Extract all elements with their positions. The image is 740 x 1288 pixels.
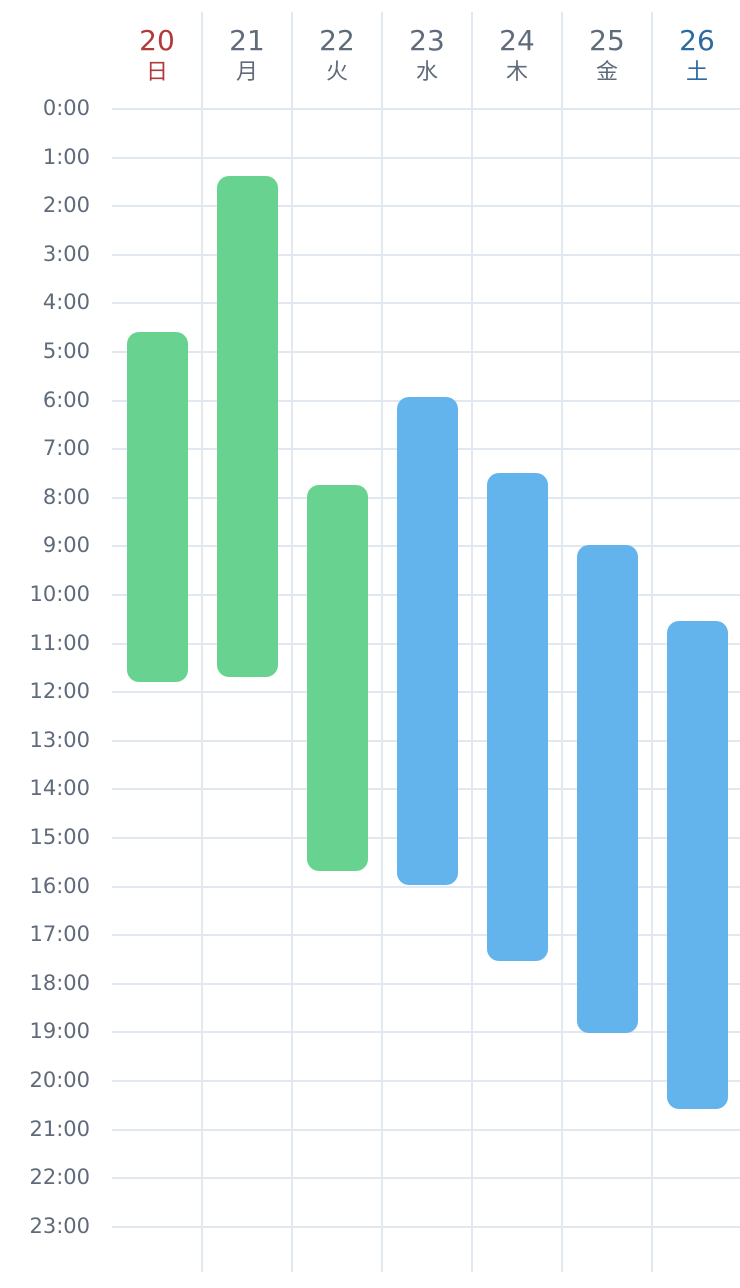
column-divider (651, 12, 653, 1272)
hour-label: 20:00 (29, 1068, 90, 1092)
event-block[interactable] (487, 473, 548, 961)
day-name: 水 (415, 60, 438, 85)
hour-label: 23:00 (29, 1214, 90, 1238)
day-header[interactable]: 20 日 (112, 24, 202, 88)
day-number: 24 (499, 24, 535, 57)
day-name: 月 (235, 60, 258, 85)
hour-gridline (112, 934, 740, 936)
day-header[interactable]: 24 木 (472, 24, 562, 88)
hour-label: 0:00 (42, 96, 90, 120)
hour-label: 10:00 (29, 582, 90, 606)
day-name: 金 (595, 60, 618, 85)
event-block[interactable] (217, 176, 278, 677)
hour-label: 15:00 (29, 825, 90, 849)
hour-label: 21:00 (29, 1117, 90, 1141)
event-block[interactable] (307, 485, 368, 871)
column-divider (291, 12, 293, 1272)
hour-label: 3:00 (42, 242, 90, 266)
event-block[interactable] (127, 332, 188, 682)
hour-label: 6:00 (42, 388, 90, 412)
event-block[interactable] (397, 397, 458, 885)
hour-label: 19:00 (29, 1019, 90, 1043)
hour-label: 17:00 (29, 922, 90, 946)
day-number: 25 (589, 24, 625, 57)
day-header[interactable]: 26 土 (652, 24, 740, 88)
hour-label: 18:00 (29, 971, 90, 995)
day-name: 日 (145, 60, 168, 85)
hour-gridline (112, 302, 740, 304)
hour-label: 5:00 (42, 339, 90, 363)
day-header[interactable]: 21 月 (202, 24, 292, 88)
day-number: 21 (229, 24, 265, 57)
hour-gridline (112, 351, 740, 353)
hour-gridline (112, 1226, 740, 1228)
day-name: 木 (505, 60, 528, 85)
hour-label: 11:00 (29, 631, 90, 655)
day-name: 火 (325, 60, 348, 85)
hour-gridline (112, 205, 740, 207)
hour-gridline (112, 886, 740, 888)
day-number: 23 (409, 24, 445, 57)
event-block[interactable] (577, 545, 638, 1033)
hour-label: 22:00 (29, 1165, 90, 1189)
hour-label: 12:00 (29, 679, 90, 703)
hour-label: 14:00 (29, 776, 90, 800)
hour-gridline (112, 1177, 740, 1179)
day-name: 土 (685, 60, 708, 85)
hour-label: 8:00 (42, 485, 90, 509)
hour-gridline (112, 254, 740, 256)
column-divider (201, 12, 203, 1272)
day-header[interactable]: 25 金 (562, 24, 652, 88)
hour-label: 1:00 (42, 145, 90, 169)
hour-label: 7:00 (42, 436, 90, 460)
day-number: 26 (679, 24, 715, 57)
event-block[interactable] (667, 621, 728, 1109)
column-divider (471, 12, 473, 1272)
column-divider (381, 12, 383, 1272)
hour-gridline (112, 983, 740, 985)
hour-label: 9:00 (42, 533, 90, 557)
column-divider (561, 12, 563, 1272)
hour-gridline (112, 1129, 740, 1131)
hour-gridline (112, 108, 740, 110)
hour-gridline (112, 1080, 740, 1082)
day-number: 20 (139, 24, 175, 57)
hour-gridline (112, 157, 740, 159)
hour-gridline (112, 1031, 740, 1033)
day-header[interactable]: 23 水 (382, 24, 472, 88)
hour-label: 13:00 (29, 728, 90, 752)
hour-label: 2:00 (42, 193, 90, 217)
day-header[interactable]: 22 火 (292, 24, 382, 88)
day-number: 22 (319, 24, 355, 57)
hour-label: 4:00 (42, 290, 90, 314)
hour-label: 16:00 (29, 874, 90, 898)
